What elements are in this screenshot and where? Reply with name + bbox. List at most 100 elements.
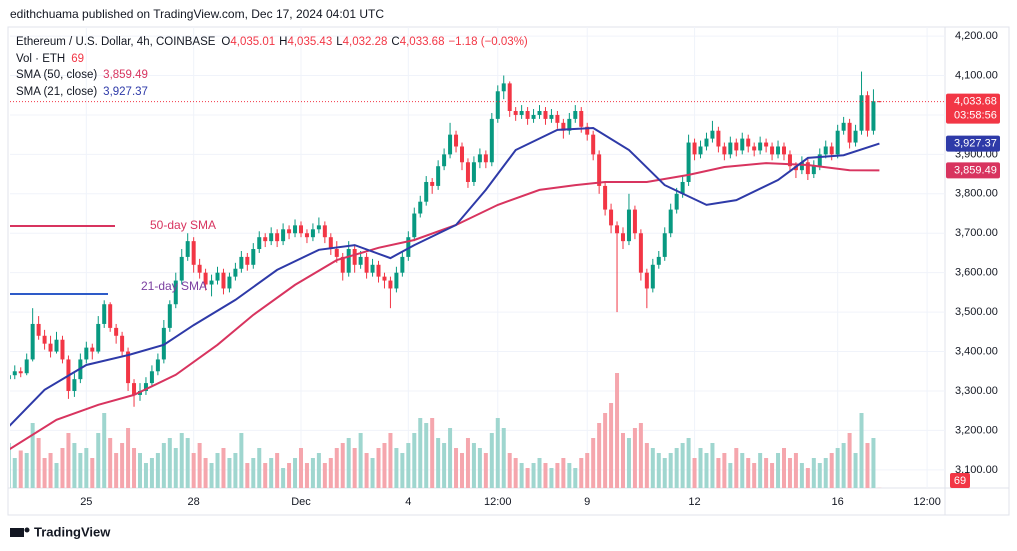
candle-body xyxy=(805,162,810,175)
candle-body xyxy=(114,327,119,336)
candle-body xyxy=(96,323,101,352)
volume-bar xyxy=(30,423,35,488)
volume-bar xyxy=(60,448,65,488)
candle-body xyxy=(877,101,882,103)
candle-body xyxy=(322,225,327,238)
volume-bar xyxy=(10,443,11,488)
ohlc-value: 4,033.68 xyxy=(400,36,445,48)
candle-body xyxy=(656,256,661,265)
x-tick-label: Dec xyxy=(291,496,311,508)
candle-body xyxy=(787,154,792,167)
candle-body xyxy=(716,130,721,147)
sma-line xyxy=(10,126,880,427)
volume-bar xyxy=(799,463,804,488)
candles xyxy=(10,71,882,407)
volume-bar xyxy=(358,433,363,488)
volume-bar xyxy=(501,428,506,488)
candle-body xyxy=(310,229,315,238)
candle-body xyxy=(18,371,23,374)
candle-body xyxy=(424,181,429,202)
volume-bar xyxy=(167,438,172,488)
candle-body xyxy=(149,371,154,384)
x-tick-label: 9 xyxy=(584,496,590,508)
candle-body xyxy=(781,146,786,155)
volume-bar xyxy=(18,450,23,488)
candle-body xyxy=(740,138,745,151)
volume-bar xyxy=(304,463,309,488)
volume-bar xyxy=(448,428,453,488)
series-name: SMA (50, close) xyxy=(16,69,97,81)
candle-body xyxy=(686,142,691,182)
sma-label: 3,927.37 xyxy=(954,137,997,149)
candle-body xyxy=(197,264,202,273)
volume-bar xyxy=(251,458,256,488)
ohlc-value: 4,035.01 xyxy=(230,36,275,48)
volume-bar xyxy=(442,443,447,488)
candle-body xyxy=(221,272,226,289)
candle-body xyxy=(358,256,363,265)
x-tick-label: 25 xyxy=(80,496,92,508)
candle-body xyxy=(513,110,518,115)
volume-bar xyxy=(638,423,643,488)
volume-bar xyxy=(102,413,107,488)
candle-body xyxy=(388,280,393,289)
volume-bar xyxy=(48,453,53,488)
candle-body xyxy=(191,241,196,265)
y-tick-label: 3,600.00 xyxy=(955,267,998,279)
candle-body xyxy=(585,126,590,135)
volume-bar xyxy=(78,453,83,488)
symbol: Ethereum / U.S. Dollar, 4h, COINBASE xyxy=(16,36,216,48)
candle-body xyxy=(454,134,459,147)
volume-bar xyxy=(269,458,274,488)
candle-body xyxy=(54,339,59,352)
volume-bar xyxy=(471,443,476,488)
candle-body xyxy=(304,233,309,238)
y-tick-label: 4,200.00 xyxy=(955,30,998,42)
candle-body xyxy=(448,134,453,155)
volume-bar xyxy=(692,458,697,488)
candle-body xyxy=(245,256,250,265)
volume-bar xyxy=(722,453,727,488)
candle-body xyxy=(209,280,214,285)
volume-bar xyxy=(615,373,620,488)
volume-bar xyxy=(287,463,292,488)
candle-body xyxy=(722,146,727,155)
candle-body xyxy=(525,110,530,119)
volume-bar xyxy=(728,463,733,488)
candle-body xyxy=(412,213,417,238)
volume-bar xyxy=(161,443,166,488)
candle-body xyxy=(573,110,578,119)
candle-body xyxy=(120,335,125,352)
candle-body xyxy=(227,276,232,289)
candle-body xyxy=(555,114,560,123)
sma-lines xyxy=(10,126,880,451)
candle-body xyxy=(400,256,405,273)
candle-body xyxy=(90,347,95,352)
candle-body xyxy=(459,146,464,163)
volume-bar xyxy=(352,448,357,488)
candle-body xyxy=(835,130,840,155)
volume-bar xyxy=(54,463,59,488)
volume-bar xyxy=(847,433,852,488)
volume-bar xyxy=(704,453,709,488)
ohlc-key: L xyxy=(336,36,343,48)
candle-body xyxy=(537,110,542,115)
volume-bar xyxy=(430,418,435,488)
candle-body xyxy=(764,142,769,147)
volume-bar xyxy=(603,413,608,488)
candle-body xyxy=(680,181,685,194)
candle-body xyxy=(275,233,280,242)
candle-body xyxy=(42,335,47,344)
volume-bar xyxy=(120,443,125,488)
candle-body xyxy=(609,209,614,226)
volume-bar xyxy=(108,438,113,488)
volume-bar xyxy=(871,438,876,488)
candle-body xyxy=(483,154,488,163)
volume-bar xyxy=(179,433,184,488)
series-name: SMA (21, close) xyxy=(16,86,97,98)
volume-bar xyxy=(293,458,298,488)
logo xyxy=(24,527,30,533)
volume-bar xyxy=(573,468,578,488)
candle-body xyxy=(549,114,554,119)
